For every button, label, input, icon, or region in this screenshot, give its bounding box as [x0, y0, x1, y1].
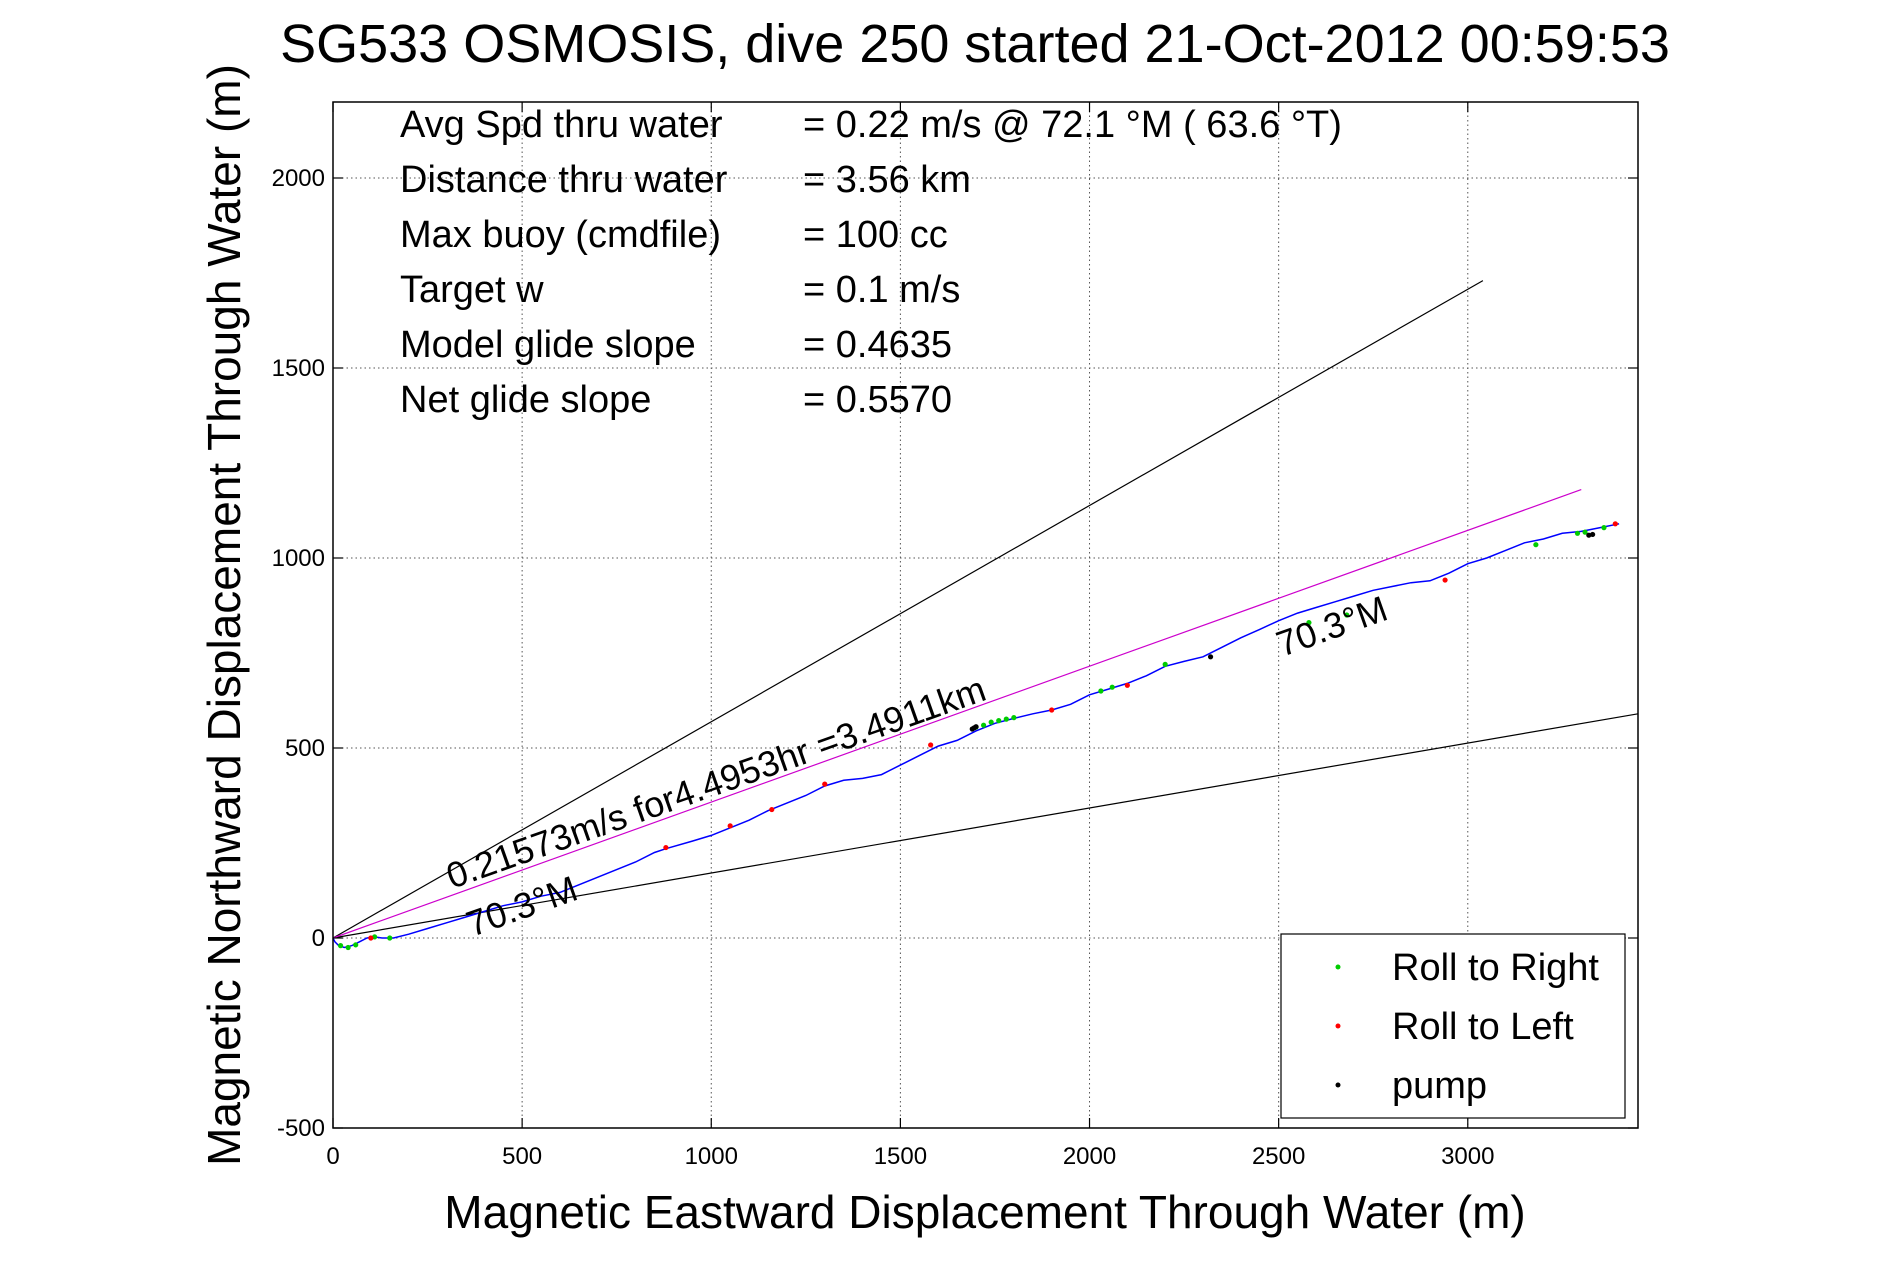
roll-right-point	[1306, 620, 1312, 626]
roll-pump-markers	[337, 521, 1618, 951]
roll-right-point	[1601, 525, 1607, 531]
roll-left-point	[663, 844, 669, 851]
info-value-net-glide-slope: = 0.5570	[803, 379, 952, 421]
info-value-distance: = 3.56 km	[803, 159, 971, 201]
info-label-avg-speed: Avg Spd thru water	[400, 104, 723, 146]
roll-left-point	[368, 935, 374, 941]
roll-right-point	[1011, 715, 1017, 721]
heading-bound-line	[332, 280, 1484, 939]
roll-left-point	[769, 806, 775, 813]
roll-right-point	[345, 944, 351, 951]
legend-label-roll-left: Roll to Left	[1392, 1006, 1574, 1048]
x-axis-label: Magnetic Eastward Displacement Through W…	[444, 1186, 1525, 1238]
legend-marker-pump	[1335, 1082, 1341, 1088]
info-label-max-buoy: Max buoy (cmdfile)	[400, 214, 721, 256]
info-label-model-glide-slope: Model glide slope	[400, 324, 696, 366]
roll-right-point	[1003, 716, 1009, 722]
y-tick-label: 1500	[272, 355, 325, 382]
x-tick-label: 2500	[1252, 1143, 1305, 1170]
pump-point	[1207, 654, 1214, 660]
roll-left-point	[822, 781, 828, 787]
roll-right-point	[387, 935, 393, 941]
roll-left-point	[1124, 682, 1130, 688]
roll-left-point	[928, 742, 934, 748]
avg-velocity-vector-line	[332, 489, 1582, 939]
legend-marker-roll-left	[1335, 1023, 1341, 1029]
roll-left-point	[1049, 707, 1055, 713]
x-tick-label: 1500	[874, 1143, 927, 1170]
info-label-target-w: Target w	[400, 269, 544, 311]
roll-right-point	[1098, 688, 1104, 694]
roll-right-point	[1533, 542, 1539, 548]
x-tick-label: 500	[502, 1143, 542, 1170]
roll-right-point	[1574, 530, 1581, 536]
info-value-model-glide-slope: = 0.4635	[803, 324, 952, 366]
roll-right-point	[1162, 661, 1168, 668]
reference-lines	[332, 280, 1639, 939]
x-tick-label: 3000	[1441, 1143, 1494, 1170]
roll-left-point	[1612, 521, 1618, 527]
info-value-target-w: = 0.1 m/s	[803, 269, 960, 311]
roll-right-point	[988, 719, 994, 725]
pump-point	[973, 724, 979, 730]
roll-right-point	[353, 942, 359, 948]
roll-right-point	[1582, 529, 1588, 535]
y-tick-label: 1000	[272, 545, 325, 572]
y-tick-label: 0	[312, 925, 325, 952]
roll-right-point	[337, 943, 344, 949]
info-block: Avg Spd thru water = 0.22 m/s @ 72.1 °M …	[400, 104, 1342, 421]
y-axis-label: Magnetic Northward Displacement Through …	[198, 64, 250, 1166]
roll-left-point	[727, 823, 733, 829]
x-tick-label: 2000	[1063, 1143, 1116, 1170]
pump-point	[1590, 531, 1596, 538]
plot-frame	[332, 101, 1639, 1129]
x-tick-label: 0	[326, 1143, 339, 1170]
x-tick-label: 1000	[685, 1143, 738, 1170]
roll-right-point	[1344, 612, 1350, 618]
roll-right-point	[1109, 684, 1115, 690]
roll-left-point	[1442, 577, 1448, 583]
roll-right-point	[981, 722, 987, 728]
legend-marker-roll-right	[1335, 964, 1341, 970]
info-label-distance: Distance thru water	[400, 159, 728, 201]
axis-ticks: 0 500 1000 1500 2000 2500 3000-500050010001500…	[272, 102, 1638, 1170]
legend-label-roll-right: Roll to Right	[1392, 947, 1599, 989]
info-label-net-glide-slope: Net glide slope	[400, 379, 651, 421]
legend: Roll to Right Roll to Left pump	[1280, 933, 1626, 1119]
legend-label-pump: pump	[1392, 1065, 1487, 1107]
roll-right-point	[996, 718, 1002, 724]
info-value-max-buoy: = 100 cc	[803, 214, 948, 256]
info-value-avg-speed: = 0.22 m/s @ 72.1 °M ( 63.6 °T)	[803, 104, 1342, 146]
y-tick-label: -500	[277, 1115, 325, 1142]
glider-track-line	[332, 523, 1620, 949]
y-tick-label: 2000	[272, 165, 325, 192]
chart-title: SG533 OSMOSIS, dive 250 started 21-Oct-2…	[280, 14, 1670, 74]
y-tick-label: 500	[285, 735, 325, 762]
heading-bound-line	[332, 713, 1639, 939]
